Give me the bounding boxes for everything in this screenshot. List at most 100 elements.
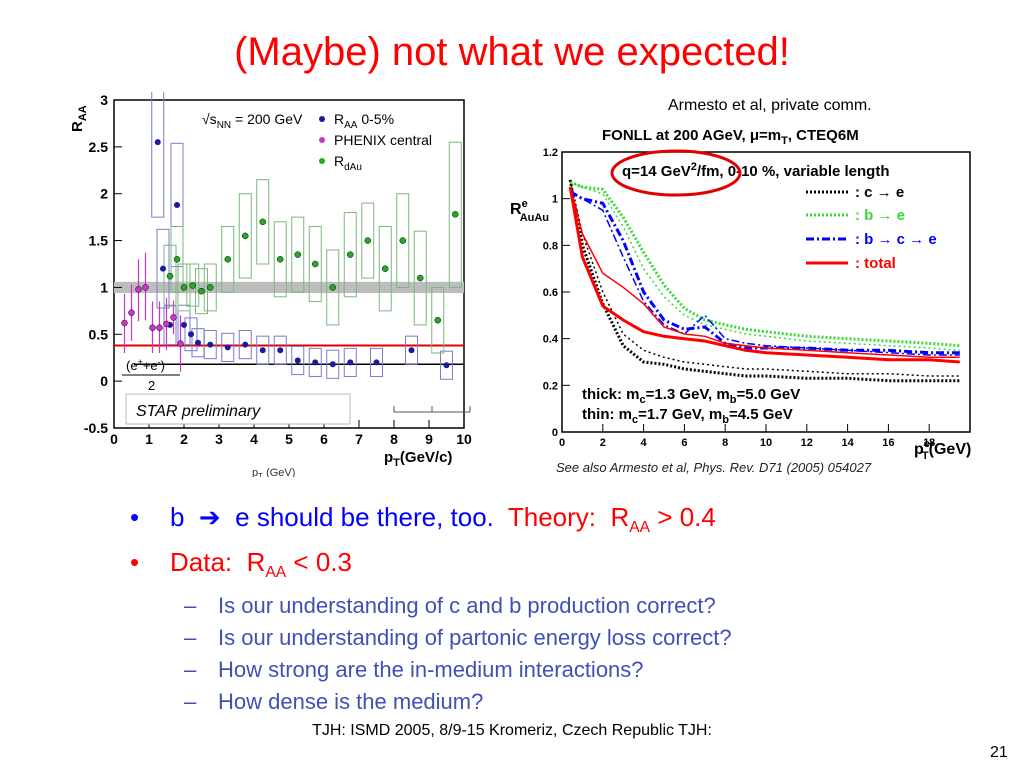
curve-b-e: [569, 180, 960, 348]
data-points: [121, 139, 459, 369]
x-tick-label: 2: [180, 431, 188, 447]
left-x-axis-label: pT(GeV/c): [384, 449, 452, 469]
rdau-point: [312, 260, 319, 268]
x-tick-label: 0: [110, 431, 118, 447]
rdau-syst-box: [238, 193, 252, 279]
legend-phenix-marker: [319, 137, 325, 143]
x-tick-label: 5: [285, 431, 293, 447]
bullet-data: • Data: RAA < 0.3: [130, 545, 732, 590]
legend-raa-marker: [319, 116, 325, 122]
right-header: Armesto et al, private comm.: [668, 97, 872, 114]
rdau-point: [198, 287, 205, 295]
legend-rdau: RdAu: [334, 153, 362, 173]
curve-total-thin-: [569, 186, 960, 359]
y-tick-label: 0.2: [543, 380, 558, 392]
x-tick-label: 6: [320, 431, 328, 447]
x-tick-label: 2: [600, 437, 606, 449]
bullet-dot: •: [130, 502, 140, 532]
phenix-point: [177, 340, 184, 347]
raa-syst-box: [370, 347, 383, 377]
rdau-syst-box: [273, 221, 287, 298]
raa-point: [347, 359, 354, 366]
axis-ticks: 0 2 4 6 8 10 12 14 16 18 0 0.2 0.4 0.6 0.8 1 1.2: [543, 147, 936, 449]
bullet-theory: • b ➔ e should be there, too. Theory: RA…: [130, 500, 732, 545]
rdau-point: [259, 218, 266, 226]
raa-syst-box: [203, 330, 217, 360]
rdau-syst-box: [163, 244, 177, 307]
rdau-point: [382, 265, 389, 272]
right-chart-title: FONLL at 200 AGeV, μ=mT, CTEQ6M: [602, 127, 859, 147]
rdau-syst-box: [195, 268, 208, 315]
slide-footer: TJH: ISMD 2005, 8/9-15 Kromeriz, Czech R…: [312, 722, 712, 739]
sub-bullet: – Is our understanding of partonic energy…: [184, 625, 732, 651]
y-tick-label: 0.8: [543, 240, 558, 252]
rdau-point: [364, 237, 371, 244]
y-tick-label: -0.5: [84, 420, 108, 436]
phenix-point: [163, 320, 170, 328]
rdau-point: [207, 284, 214, 291]
rdau-point: [242, 232, 249, 240]
y-tick-label: 0: [552, 427, 558, 439]
raa-point: [329, 361, 336, 368]
rdau-syst-box: [326, 249, 340, 326]
x-tick-label: 6: [681, 437, 687, 449]
raa-syst-box: [308, 347, 322, 377]
raa-syst-box: [256, 335, 270, 365]
legend-rdau-marker: [319, 158, 325, 164]
y-tick-label: 1: [552, 194, 558, 206]
raa-syst-box: [343, 347, 357, 377]
right-x-axis-label: pe T(GeV): [914, 438, 971, 462]
x-tick-label: 12: [801, 437, 813, 449]
phenix-point: [135, 286, 142, 293]
y-tick-label: 2.5: [89, 139, 109, 155]
sub-bullet: – Is our understanding of c and b product…: [184, 593, 716, 619]
bullet-theory-text: Theory: RAA > 0.4: [493, 502, 716, 537]
fonll-curves: [568, 179, 960, 383]
rdau-syst-box: [343, 211, 357, 298]
rdau-point: [166, 272, 174, 280]
rdau-point: [180, 284, 188, 291]
y-tick-label: 1: [100, 279, 108, 295]
curve-b-e-thin-: [569, 181, 960, 352]
bullet-b-to-e: b ➔ e should be there, too.: [170, 502, 494, 532]
x-tick-label: 8: [722, 437, 728, 449]
raa-syst-box: [405, 335, 418, 365]
x-tick-label: 16: [882, 437, 894, 449]
y-tick-label: 1.2: [543, 147, 558, 159]
left-y-axis-label: RAA: [69, 105, 89, 132]
rdau-syst-box: [186, 263, 200, 307]
raa-point: [154, 139, 161, 146]
raa-syst-box: [326, 349, 340, 379]
raa-point: [224, 344, 231, 351]
raa-syst-box: [440, 350, 453, 380]
raa-point: [443, 362, 450, 369]
rdau-syst-box: [413, 230, 427, 326]
phenix-point: [156, 324, 163, 331]
electron-fraction-annotation: (e++e-) 2: [122, 357, 180, 393]
raa-point: [160, 265, 166, 272]
fonll-chart: Armesto et al, private comm. FONLL at 20…: [510, 97, 971, 462]
raa-point: [373, 359, 380, 366]
svg-text:(e++e-): (e++e-): [126, 357, 165, 373]
phenix-point: [128, 309, 135, 316]
rdau-point: [224, 256, 231, 263]
legend-be: : b → e: [855, 207, 905, 224]
axis-ticks: 0 1 2 3 4 5 6 7 8 9 10-0.500.511.522.53: [84, 92, 472, 447]
page-number: 21: [990, 744, 1008, 761]
x-tick-label: 14: [841, 437, 854, 449]
bullet-data-text: Data: RAA < 0.3: [170, 547, 352, 582]
raa-point: [181, 321, 187, 328]
svg-text:thin: mc=1.7 GeV, mb=4.5 GeV: thin: mc=1.7 GeV, mb=4.5 GeV: [582, 406, 793, 426]
sub-bullet: – How strong are the in-medium interactio…: [184, 657, 644, 683]
raa-syst-box: [184, 317, 198, 352]
gray-band: [114, 281, 464, 294]
raa-syst-box: [291, 345, 305, 376]
raa-point: [277, 347, 284, 354]
y-tick-label: 0: [100, 373, 108, 389]
svg-text:thick: mc=1.3 GeV, mb=5.0 GeV: thick: mc=1.3 GeV, mb=5.0 GeV: [582, 386, 800, 406]
legend-energy: √sNN = 200 GeV: [202, 111, 303, 131]
raa-point: [259, 347, 266, 354]
y-tick-label: 0.5: [89, 326, 109, 342]
curve-c-e: [568, 179, 960, 383]
rdau-point: [329, 284, 336, 291]
